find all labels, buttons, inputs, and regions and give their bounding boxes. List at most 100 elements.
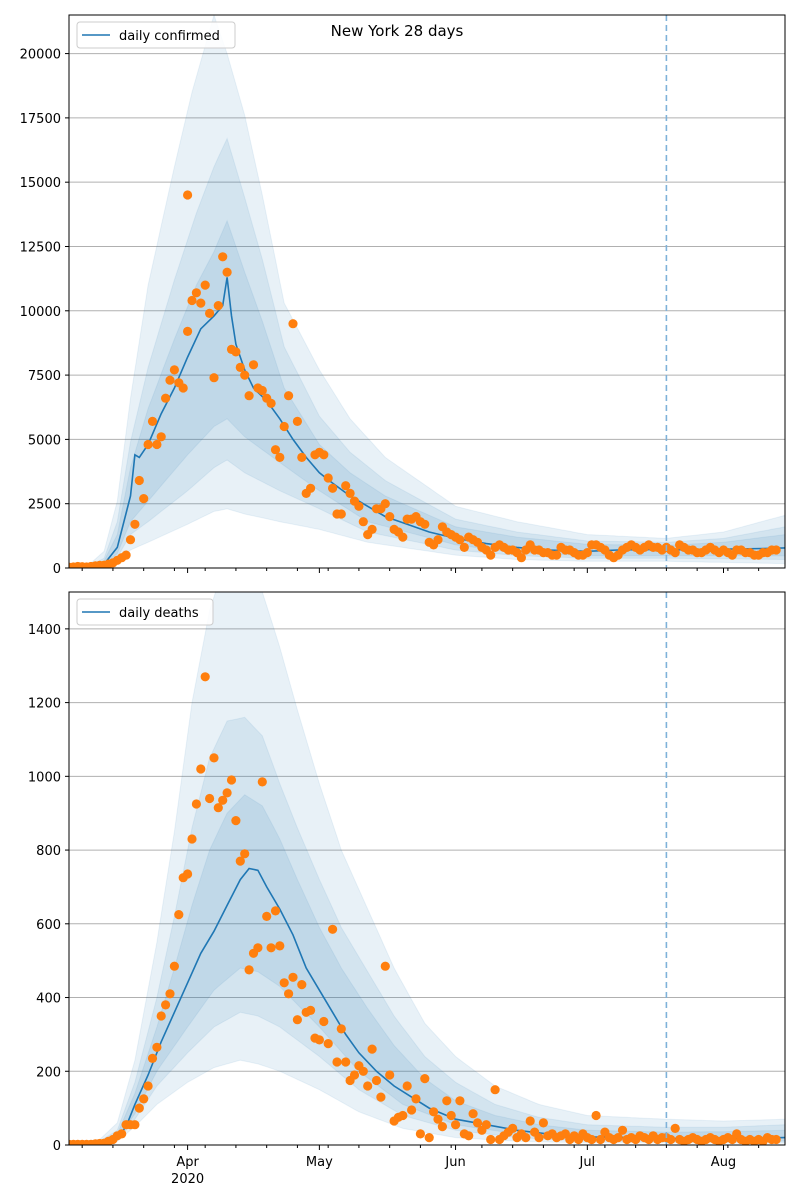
observed-point bbox=[363, 1081, 373, 1091]
observed-point bbox=[398, 532, 408, 542]
observed-point bbox=[226, 775, 237, 785]
observed-point bbox=[248, 360, 259, 370]
observed-point bbox=[306, 483, 316, 493]
observed-point bbox=[121, 550, 131, 560]
observed-point bbox=[152, 1042, 162, 1052]
plot-frame bbox=[68, 14, 786, 569]
uncertainty-band bbox=[69, 716, 785, 1145]
y-tick-label: 1200 bbox=[28, 697, 61, 712]
observed-point bbox=[213, 301, 223, 311]
observed-point bbox=[275, 452, 285, 462]
observed-point bbox=[130, 519, 140, 529]
observed-point bbox=[240, 370, 250, 380]
legend: daily deaths bbox=[76, 598, 214, 626]
observed-point bbox=[367, 1044, 377, 1054]
observed-point bbox=[209, 753, 219, 763]
observed-point bbox=[191, 799, 201, 809]
observed-point bbox=[349, 1070, 360, 1080]
observed-point bbox=[670, 548, 680, 558]
observed-point bbox=[218, 795, 228, 805]
observed-point bbox=[472, 1118, 483, 1128]
observed-point bbox=[165, 989, 175, 999]
observed-point bbox=[306, 1005, 316, 1016]
y-tick-label: 1400 bbox=[28, 623, 61, 638]
observed-point bbox=[213, 803, 223, 813]
observed-point bbox=[521, 1133, 531, 1143]
observed-point bbox=[284, 989, 294, 999]
observed-point bbox=[152, 439, 162, 450]
observed-point bbox=[771, 545, 781, 555]
observed-point bbox=[319, 1016, 329, 1027]
y-tick-label: 400 bbox=[36, 992, 61, 1007]
observed-point bbox=[161, 393, 171, 403]
observed-point bbox=[244, 391, 254, 401]
observed-point bbox=[402, 1081, 412, 1091]
observed-point bbox=[380, 961, 390, 971]
observed-point bbox=[455, 1096, 465, 1106]
observed-point bbox=[117, 1129, 127, 1139]
observed-point bbox=[323, 1039, 333, 1049]
uncertainty-band bbox=[69, 592, 785, 1145]
observed-point bbox=[341, 481, 351, 491]
observed-point bbox=[178, 383, 188, 393]
observed-point bbox=[411, 1094, 421, 1104]
observed-point bbox=[191, 288, 201, 298]
observed-point bbox=[424, 1133, 434, 1143]
observed-point bbox=[385, 511, 395, 522]
observed-point bbox=[371, 1075, 382, 1086]
observed-point bbox=[670, 1123, 680, 1133]
x-tick-label: Jul bbox=[578, 1155, 595, 1170]
observed-point bbox=[314, 1035, 324, 1045]
observed-point bbox=[490, 1085, 500, 1095]
observed-point bbox=[147, 416, 158, 426]
legend: daily confirmed bbox=[76, 21, 236, 49]
observed-point bbox=[218, 252, 228, 262]
observed-point bbox=[297, 452, 307, 462]
observed-point bbox=[244, 965, 254, 975]
observed-point bbox=[380, 499, 390, 509]
observed-point bbox=[332, 1057, 342, 1067]
observed-point bbox=[275, 941, 285, 951]
observed-point bbox=[183, 326, 193, 336]
observed-point bbox=[134, 1103, 144, 1113]
y-tick-label: 17500 bbox=[20, 112, 61, 127]
plot-frame bbox=[68, 591, 786, 1146]
observed-point bbox=[187, 834, 197, 844]
observed-point bbox=[143, 1081, 153, 1091]
observed-point bbox=[262, 911, 272, 922]
observed-point bbox=[486, 550, 496, 560]
observed-point bbox=[420, 1074, 430, 1084]
observed-point bbox=[534, 1133, 544, 1143]
observed-point bbox=[288, 319, 298, 329]
observed-point bbox=[433, 1114, 443, 1124]
observed-point bbox=[341, 1057, 351, 1067]
observed-point bbox=[139, 1094, 149, 1104]
observed-point bbox=[187, 295, 197, 306]
observed-point bbox=[222, 267, 232, 277]
observed-point bbox=[169, 365, 179, 375]
observed-point bbox=[183, 869, 193, 879]
observed-point bbox=[134, 475, 144, 486]
observed-point bbox=[222, 788, 232, 798]
x-tick-label: Jun bbox=[444, 1155, 465, 1170]
observed-point bbox=[617, 1125, 628, 1135]
y-tick-label: 12500 bbox=[20, 240, 61, 255]
observed-point bbox=[205, 308, 215, 318]
observed-point bbox=[266, 943, 276, 953]
observed-point bbox=[459, 542, 469, 553]
figure-title: New York 28 days bbox=[331, 22, 464, 40]
deaths-panel: 0 200 400 600 800 1000 1200 1400 Apr 2020 May Jun Ju… bbox=[28, 591, 786, 1187]
observed-point bbox=[240, 849, 250, 859]
observed-point bbox=[516, 553, 527, 563]
observed-point bbox=[200, 280, 210, 290]
observed-point bbox=[367, 524, 377, 535]
observed-point bbox=[196, 298, 206, 308]
observed-point bbox=[270, 906, 281, 916]
observed-point bbox=[442, 1096, 452, 1106]
legend-label: daily deaths bbox=[119, 606, 199, 621]
plot-area bbox=[69, 592, 785, 1145]
uncertainty-band bbox=[69, 15, 785, 568]
observed-point bbox=[613, 1133, 623, 1143]
y-tick-label: 2500 bbox=[28, 498, 61, 513]
